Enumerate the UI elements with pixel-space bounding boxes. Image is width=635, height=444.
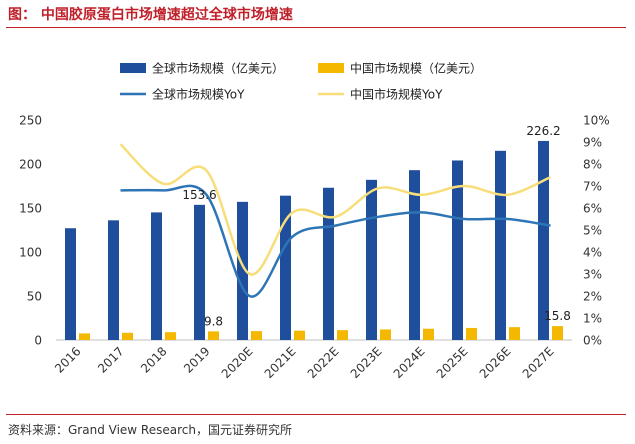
x-tick-label-2017: 2017: [95, 344, 126, 375]
x-tick-label-2016: 2016: [52, 344, 83, 375]
right-tick-label-3: 3%: [583, 268, 602, 282]
bar-global-2020E: [237, 201, 248, 340]
right-tick-label-0: 0%: [583, 334, 602, 348]
x-tick-label-2018: 2018: [138, 344, 169, 375]
left-tick-label-0: 0: [34, 334, 42, 348]
bar-global-2025E: [452, 160, 463, 340]
legend-label-0: 全球市场规模（亿美元）: [152, 61, 284, 76]
bar-china-2025E: [466, 327, 477, 340]
data-label-0: 153.6: [182, 188, 216, 202]
right-tick-label-4: 4%: [583, 246, 602, 260]
chart-title: 图： 中国胶原蛋白市场增速超过全球市场增速: [8, 7, 293, 23]
left-tick-label-5: 250: [19, 114, 42, 128]
bar-global-2026E: [495, 150, 506, 340]
x-tick-label-2026E: 2026E: [477, 344, 514, 381]
data-label-1: 226.2: [526, 124, 560, 138]
source-divider: [6, 414, 626, 415]
left-tick-label-3: 150: [19, 202, 42, 216]
bar-china-2026E: [509, 327, 520, 340]
data-label-2: 9.8: [204, 314, 223, 328]
bar-global-2021E: [280, 195, 291, 340]
bar-global-2016: [65, 228, 76, 340]
line-global-yoy: [120, 184, 551, 298]
bar-china-2022E: [337, 330, 348, 340]
right-tick-label-7: 7%: [583, 180, 602, 194]
right-tick-label-6: 6%: [583, 202, 602, 216]
bar-global-2018: [151, 212, 162, 340]
x-tick-label-2020E: 2020E: [219, 344, 256, 381]
line-china-yoy: [119, 143, 552, 276]
x-tick-label-2025E: 2025E: [434, 344, 471, 381]
bar-global-2027E: [538, 140, 549, 340]
bar-global-2023E: [366, 179, 377, 340]
x-tick-label-2024E: 2024E: [391, 344, 428, 381]
bar-china-2024E: [423, 328, 434, 340]
right-tick-label-10: 10%: [583, 114, 610, 128]
bar-china-2016: [79, 333, 90, 340]
right-tick-label-1: 1%: [583, 312, 602, 326]
bar-china-2017: [122, 332, 133, 340]
title-divider: [6, 27, 626, 28]
right-tick-label-2: 2%: [583, 290, 602, 304]
right-tick-label-8: 8%: [583, 158, 602, 172]
source-note: 资料来源：Grand View Research，国元证券研究所: [8, 423, 292, 437]
x-tick-label-2019: 2019: [181, 344, 212, 375]
legend-label-3: 中国市场规模YoY: [350, 87, 443, 102]
legend-label-2: 全球市场规模YoY: [152, 87, 245, 102]
bar-china-2019: [208, 331, 219, 340]
bar-china-2027E: [552, 326, 563, 340]
bar-china-2020E: [251, 331, 262, 340]
right-tick-label-5: 5%: [583, 224, 602, 238]
left-tick-label-1: 50: [27, 290, 42, 304]
x-tick-label-2023E: 2023E: [348, 344, 385, 381]
bar-global-2017: [108, 220, 119, 340]
x-tick-label-2021E: 2021E: [262, 344, 299, 381]
x-tick-label-2027E: 2027E: [520, 344, 557, 381]
x-tick-label-2022E: 2022E: [305, 344, 342, 381]
bar-global-2019: [194, 204, 205, 340]
left-tick-label-4: 200: [19, 158, 42, 172]
legend-swatch-1: [318, 63, 344, 73]
bar-china-2018: [165, 332, 176, 340]
data-label-3: 15.8: [544, 309, 571, 323]
bar-china-2023E: [380, 329, 391, 340]
legend-label-1: 中国市场规模（亿美元）: [350, 61, 482, 76]
left-tick-label-2: 100: [19, 246, 42, 260]
right-tick-label-9: 9%: [583, 136, 602, 150]
bar-global-2024E: [409, 170, 420, 340]
legend-swatch-0: [120, 63, 146, 73]
bar-china-2021E: [294, 330, 305, 340]
bar-global-2022E: [323, 187, 334, 340]
